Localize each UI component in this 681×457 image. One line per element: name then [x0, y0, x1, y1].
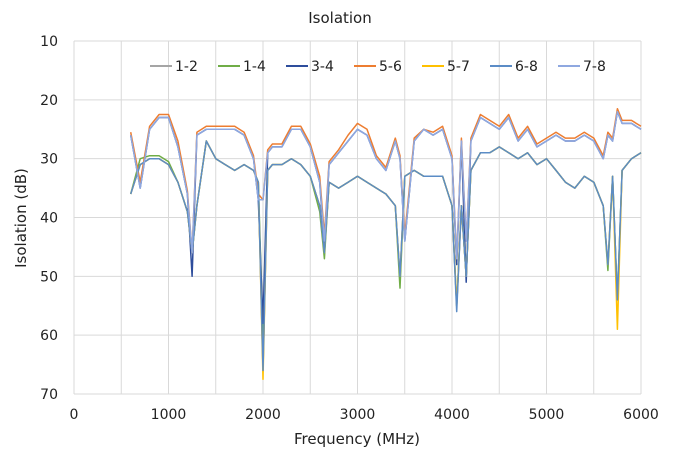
legend-label: 5-6 [379, 59, 402, 75]
series-line-6-8 [131, 141, 641, 371]
legend-label: 1-2 [175, 59, 198, 75]
y-axis-label: Isolation (dB) [12, 168, 30, 268]
chart-title: Isolation [308, 9, 372, 27]
legend-label: 1-4 [243, 59, 266, 75]
y-tick-label: 60 [40, 328, 58, 344]
series-line-7-8 [131, 112, 641, 259]
legend-label: 6-8 [515, 59, 538, 75]
x-tick-label: 0 [70, 407, 79, 423]
legend-label: 5-7 [447, 59, 470, 75]
x-tick-label: 3000 [340, 407, 376, 423]
y-tick-label: 30 [40, 152, 58, 168]
x-axis-label: Frequency (MHz) [294, 430, 420, 448]
y-tick-label: 50 [40, 269, 58, 285]
series-lines [131, 109, 641, 380]
x-tick-label: 5000 [529, 407, 565, 423]
axes: 0 1000 2000 3000 4000 5000 6000 10 20 30 40 50 60 70 [40, 34, 659, 423]
grid-lines [74, 41, 641, 394]
legend-label: 3-4 [311, 59, 334, 75]
legend-label: 7-8 [583, 59, 606, 75]
legend: 1-2 1-4 3-4 5-6 5-7 6-8 7-8 [150, 59, 606, 75]
y-tick-label: 70 [40, 387, 58, 403]
y-tick-label: 40 [40, 211, 58, 227]
y-tick-label: 20 [40, 93, 58, 109]
x-tick-label: 6000 [623, 407, 659, 423]
series-line-5-7 [131, 141, 641, 379]
series-line-1-2 [131, 141, 641, 371]
y-tick-label: 10 [40, 34, 58, 50]
x-tick-label: 2000 [245, 407, 281, 423]
x-tick-label: 1000 [151, 407, 187, 423]
x-tick-label: 4000 [434, 407, 470, 423]
series-line-5-6 [131, 109, 641, 259]
